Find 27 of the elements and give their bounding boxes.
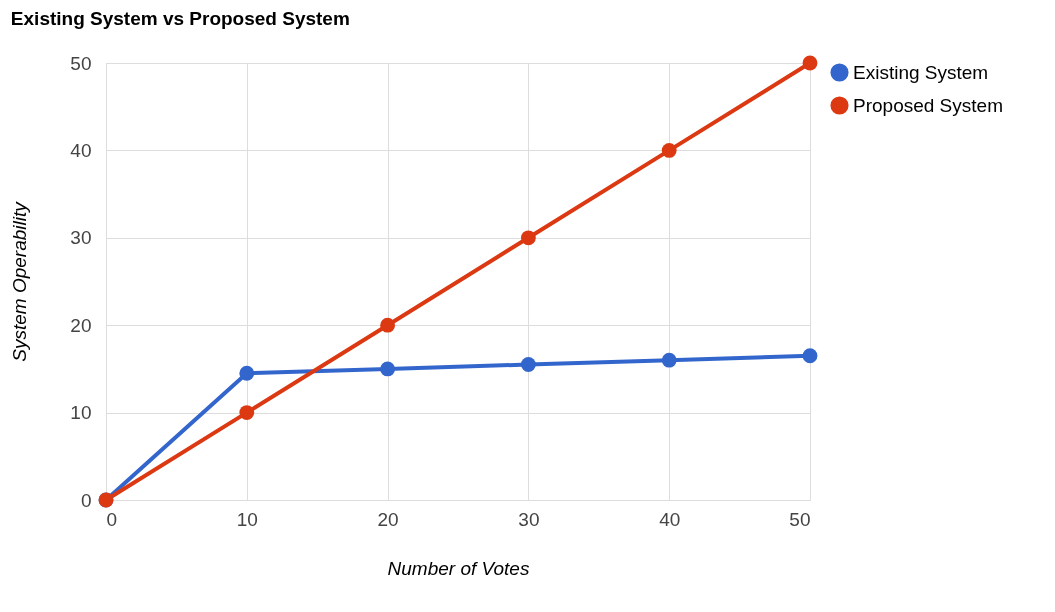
- point: [239, 365, 255, 381]
- chart-title: Existing System vs Proposed System: [10, 8, 350, 29]
- point: [380, 361, 396, 377]
- point: [802, 55, 818, 71]
- point: [661, 143, 677, 158]
- x-tick-label: 50: [789, 508, 811, 530]
- y-tick-label: 30: [70, 227, 92, 249]
- legend-label: Existing System: [853, 61, 989, 83]
- point: [661, 352, 677, 368]
- y-tick-label: 40: [70, 139, 92, 161]
- x-tick-label: 20: [377, 508, 399, 530]
- y-tick-label: 50: [70, 52, 92, 74]
- legend-label: Proposed System: [853, 94, 1003, 116]
- point: [520, 357, 536, 372]
- x-tick-label: 30: [518, 508, 540, 530]
- point: [239, 405, 255, 420]
- y-tick-label: 0: [80, 489, 92, 511]
- point: [802, 348, 818, 364]
- x-axis-title: Number of Votes: [387, 557, 530, 579]
- y-tick-label: 20: [70, 314, 92, 336]
- x-tick-label: 10: [236, 508, 258, 530]
- point: [520, 230, 536, 246]
- x-tick-label: 0: [106, 508, 118, 530]
- point: [380, 317, 396, 333]
- y-axis-title: System Operability: [9, 200, 31, 362]
- x-tick-label: 40: [659, 508, 681, 530]
- y-tick-label: 10: [70, 402, 92, 424]
